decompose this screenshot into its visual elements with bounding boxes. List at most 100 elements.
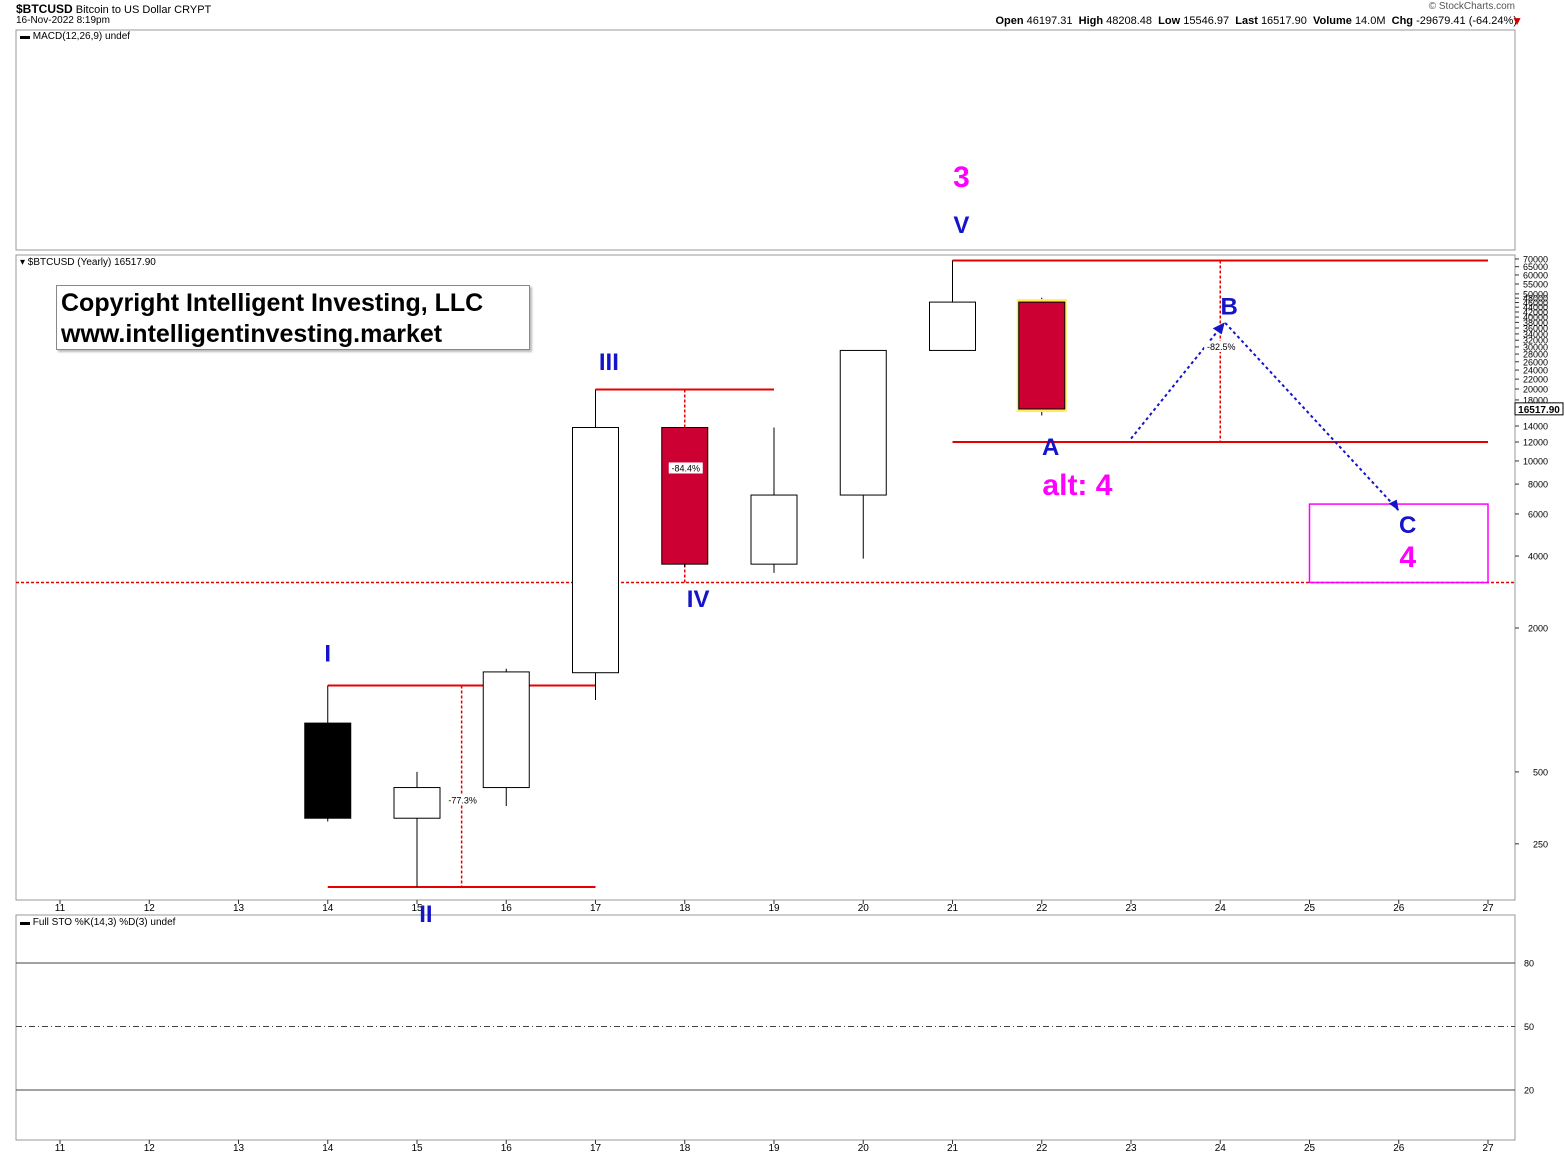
y-tick-label: 6000 <box>1528 509 1548 519</box>
candle-body-22 <box>1018 301 1066 410</box>
wave-label: III <box>599 349 619 376</box>
candle-body-18 <box>661 427 709 565</box>
wave-label: alt: 4 <box>1042 469 1112 502</box>
y-tick-label: 4000 <box>1528 552 1548 562</box>
x-tick-label: 26 <box>1393 903 1405 914</box>
retracement-label-bg <box>445 794 480 806</box>
x-tick-label: 27 <box>1482 903 1494 914</box>
x-tick-label: 22 <box>1036 903 1048 914</box>
retracement-label-bg <box>1204 340 1239 352</box>
stat-value: 15546.97 <box>1183 15 1230 27</box>
copyright-url: www.intelligentinvesting.market <box>61 320 443 348</box>
x-tick-label: 20 <box>858 903 870 914</box>
wave-4-target-box <box>1308 503 1489 584</box>
x-tick-label: 19 <box>768 903 780 914</box>
wave-label: I <box>324 640 331 667</box>
macd-panel <box>15 29 1516 251</box>
candle-body-20 <box>839 349 887 496</box>
stat-label: Last <box>1235 15 1258 27</box>
x-tick-label: 18 <box>679 1143 691 1154</box>
candle-body-16 <box>482 671 530 789</box>
stockcharts-brand: © StockCharts.com <box>1428 1 1515 12</box>
retracement-label: -82.5% <box>1207 342 1236 352</box>
y-tick-label: 44000 <box>1523 303 1548 313</box>
y-tick-label: 36000 <box>1523 323 1548 333</box>
x-tick-label: 15 <box>411 903 423 914</box>
x-tick-label: 13 <box>233 1143 245 1154</box>
x-tick-label: 22 <box>1036 1143 1048 1154</box>
wave-label: 3 <box>953 161 970 194</box>
x-tick-label: 16 <box>501 903 513 914</box>
y-tick-label: 32000 <box>1523 336 1548 346</box>
abc-projection-path <box>1130 320 1400 512</box>
x-tick-label: 11 <box>55 1143 66 1154</box>
stat-value: 16517.90 <box>1260 15 1307 27</box>
wave-label: 4 <box>1399 541 1416 574</box>
x-axis: 11 12 13 14 15 16 17 18 19 20 21 22 23 24 25 26 27 11 12 13… <box>55 900 1494 1154</box>
candle-body-14 <box>304 722 352 819</box>
retracement-label: -77.3% <box>448 795 477 805</box>
x-tick-label: 25 <box>1304 903 1316 914</box>
y-tick-label: 80 <box>1524 959 1534 969</box>
y-tick-label: 65000 <box>1523 262 1548 272</box>
down-arrow-icon: ▼ <box>1511 14 1523 28</box>
y-tick-label: 55000 <box>1523 279 1548 289</box>
x-tick-label: 18 <box>679 903 691 914</box>
symbol: $BTCUSD <box>16 2 73 16</box>
stat-label: Low <box>1158 15 1181 27</box>
y-axis: 250 500 2000 4000 6000 8000 10000 12000 14000 180… <box>16 254 1564 1096</box>
wave-label: A <box>1042 434 1059 461</box>
candle-body-15 <box>393 787 441 819</box>
wave-label: V <box>953 212 969 239</box>
x-tick-label: 23 <box>1125 903 1137 914</box>
stat-label: Chg <box>1391 15 1414 27</box>
y-tick-label: 60000 <box>1523 270 1548 280</box>
y-tick-label: 30000 <box>1523 342 1548 352</box>
price-panel <box>15 254 1516 901</box>
x-tick-label: 16 <box>501 1143 513 1154</box>
y-tick-label: 40000 <box>1523 313 1548 323</box>
stochastic-panel-title: ▬ Full STO %K(14,3) %D(3) undef <box>20 917 176 928</box>
retracement-label: -84.4% <box>671 463 700 473</box>
stat-value: 14.0M <box>1354 15 1386 27</box>
x-tick-label: 12 <box>144 903 156 914</box>
retracement-label-bg <box>668 462 703 474</box>
x-tick-label: 12 <box>144 1143 156 1154</box>
x-tick-label: 11 <box>55 903 66 914</box>
y-tick-label: 8000 <box>1528 480 1548 490</box>
y-tick-label: 14000 <box>1523 422 1548 432</box>
x-tick-label: 14 <box>322 1143 334 1154</box>
x-tick-label: 21 <box>947 903 959 914</box>
x-tick-label: 25 <box>1304 1143 1316 1154</box>
y-tick-label: 38000 <box>1523 318 1548 328</box>
x-tick-label: 14 <box>322 903 334 914</box>
x-tick-label: 15 <box>411 1143 423 1154</box>
y-tick-label: 48000 <box>1523 294 1548 304</box>
chart-panels: ▬ MACD(12,26,9) undef ▾ $BTCUSD (Yearly) … <box>15 29 1516 1141</box>
y-tick-label: 50000 <box>1523 289 1548 299</box>
candles <box>304 260 1067 887</box>
chart-date: 16-Nov-2022 8:19pm <box>16 15 110 26</box>
candle-body-21 <box>929 301 976 351</box>
y-tick-label: 50 <box>1524 1022 1534 1032</box>
x-tick-label: 21 <box>947 1143 959 1154</box>
wave-label: B <box>1221 293 1238 320</box>
x-tick-label: 24 <box>1215 1143 1227 1154</box>
y-tick-label: 18000 <box>1523 395 1548 405</box>
wave-label: C <box>1399 512 1416 539</box>
y-tick-label: 24000 <box>1523 366 1548 376</box>
copyright-line: Copyright Intelligent Investing, LLC <box>61 289 484 317</box>
y-tick-label: 500 <box>1533 767 1548 777</box>
y-tick-label: 10000 <box>1523 456 1548 466</box>
y-tick-label: 2000 <box>1528 624 1548 634</box>
stat-value: -29679.41 (-64.24%) <box>1416 15 1517 27</box>
stat-label: High <box>1078 15 1104 27</box>
x-tick-label: 17 <box>590 1143 602 1154</box>
last-price-label: 16517.90 <box>1518 405 1560 416</box>
arrow-head-c <box>1388 499 1399 511</box>
arrow-head-b <box>1212 322 1225 335</box>
y-tick-label: 34000 <box>1523 329 1548 339</box>
x-tick-label: 19 <box>768 1143 780 1154</box>
